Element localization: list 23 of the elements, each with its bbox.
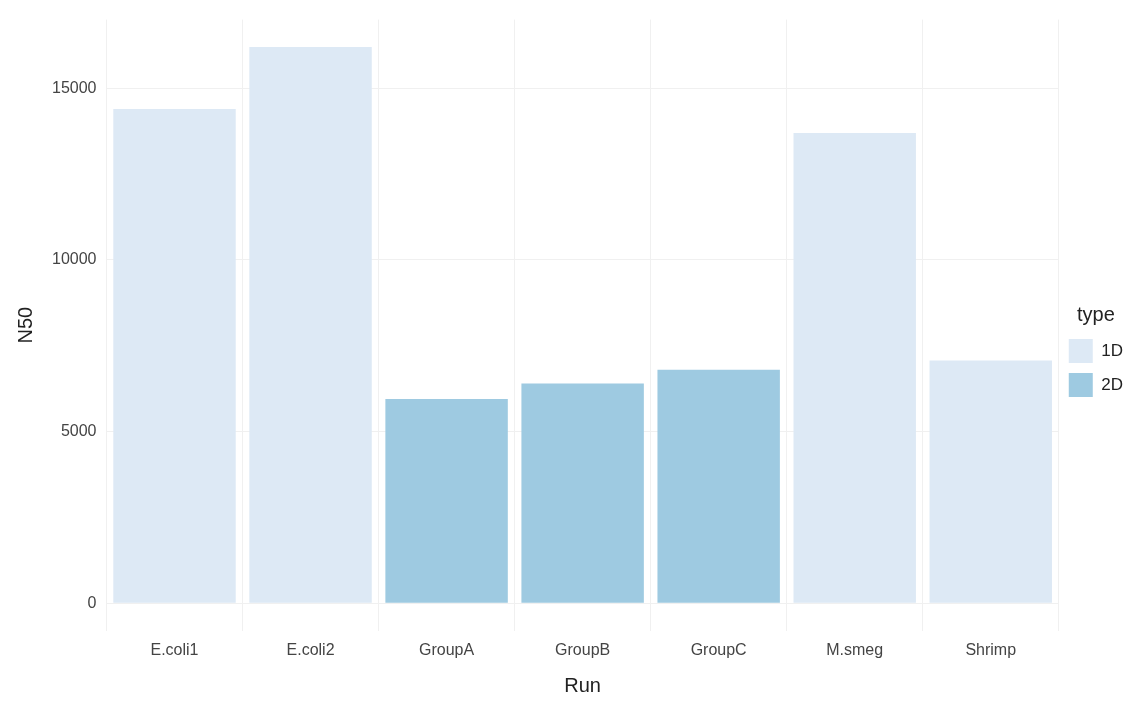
x-axis-title: Run	[564, 673, 601, 696]
bar	[521, 383, 644, 603]
y-tick-label: 15000	[51, 78, 97, 96]
legend-label: 2D	[1101, 374, 1123, 394]
bar	[113, 108, 236, 603]
legend-label: 1D	[1101, 340, 1123, 360]
x-tick-label: Shrimp	[965, 640, 1017, 658]
x-tick-label: GroupB	[555, 640, 611, 658]
bar	[385, 399, 508, 603]
x-tick-label: GroupA	[419, 640, 475, 658]
y-tick-label: 0	[87, 593, 97, 611]
bar	[249, 47, 372, 603]
bar	[793, 132, 916, 603]
bar	[657, 369, 780, 603]
y-tick-label: 10000	[51, 250, 97, 268]
y-tick-label: 5000	[60, 422, 97, 440]
x-tick-label: E.coli2	[286, 640, 335, 658]
legend-title: type	[1076, 302, 1115, 325]
x-tick-label: M.smeg	[826, 640, 884, 658]
bar	[929, 360, 1052, 603]
x-tick-label: E.coli1	[150, 640, 199, 658]
y-axis-title: N50	[13, 306, 36, 344]
x-tick-label: GroupC	[690, 640, 747, 658]
